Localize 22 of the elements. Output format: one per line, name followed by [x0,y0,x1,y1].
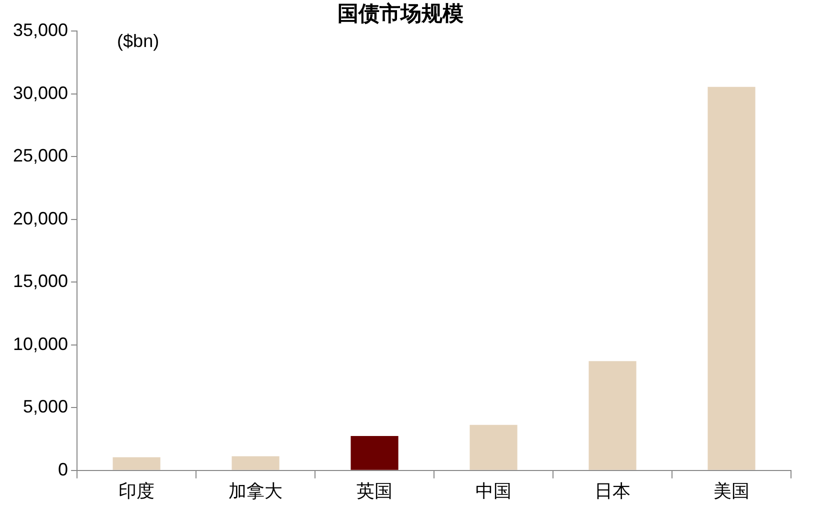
y-tick-label: 25,000 [12,146,68,166]
y-tick-label: 30,000 [12,82,68,103]
y-tick-label: 10,000 [12,334,68,354]
bar [708,86,756,470]
x-tick-label: 中国 [476,481,512,502]
bar [112,457,160,470]
x-tick-label: 印度 [118,481,155,502]
bar [588,361,636,470]
annotation: ($bn) [117,31,160,52]
y-tick-label: 35,000 [12,20,68,40]
x-tick-label: 日本 [594,481,631,502]
x-tick-label: 美国 [714,481,750,502]
chart-title: 国债市场规模 [338,1,464,26]
y-tick-label: 5,000 [23,396,68,417]
y-tick-label: 20,000 [12,208,68,228]
bar [232,456,280,470]
bar [470,424,518,470]
x-tick-label: 加拿大 [228,481,283,502]
x-tick-label: 英国 [356,481,393,502]
bar [350,436,398,470]
y-tick-label: 0 [58,459,68,480]
y-tick-label: 15,000 [12,271,68,292]
